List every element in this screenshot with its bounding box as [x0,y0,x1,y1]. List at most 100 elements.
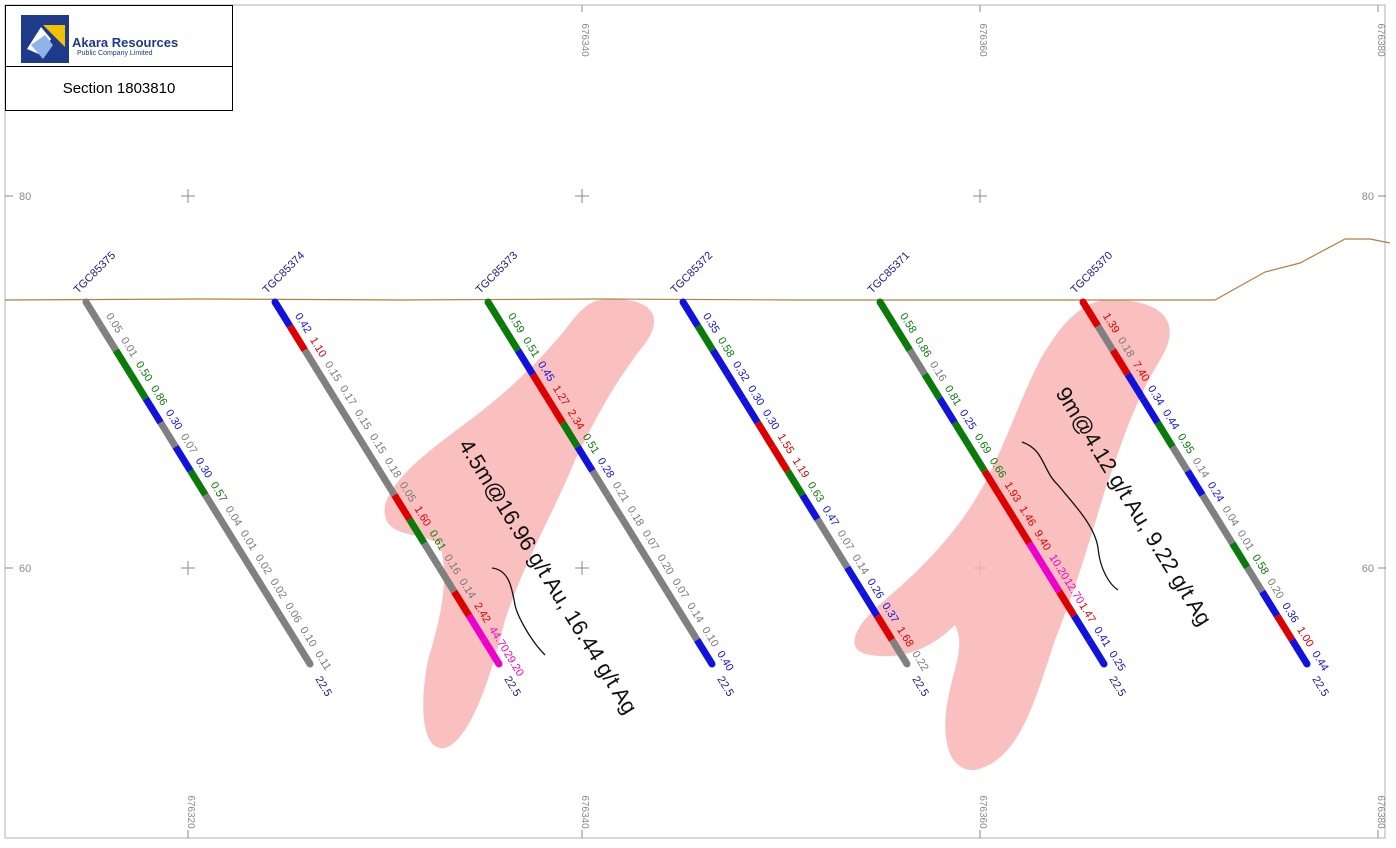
assay-value: 0.25 [1106,649,1127,674]
topography-layer [4,238,1391,301]
hole-end-marker [495,660,503,668]
hole-name: TGC85372 [669,250,716,297]
hole-segment [784,469,806,497]
hole-segment [481,638,502,666]
hole-name: TGC85371 [866,250,913,297]
hole-segment [799,493,821,522]
company-name: Akara Resources [72,35,179,50]
hole-segment [906,348,928,377]
hole-end-marker [1100,660,1108,668]
hole-segment [966,444,988,473]
hole-segment [346,420,368,449]
hole-depth-label: 22.5 [909,674,930,699]
hole-end-marker [708,660,716,668]
hole-segment [1124,372,1146,401]
hole-segment [891,324,913,353]
x-label-bottom: 676320 [185,795,196,829]
hole-segment [769,444,791,473]
hole-segment [679,613,701,642]
hole-segment [514,348,536,377]
hole-segment [376,469,398,497]
intercept-brace-left [491,567,546,656]
hole-name: TGC85373 [474,250,521,297]
hole-segment [485,300,506,328]
hole-segment [1229,541,1251,570]
hole-segment [544,396,566,425]
collar-marker [271,298,279,306]
hole-depth-label: 22.5 [312,674,333,699]
hole-segment [574,444,596,473]
hole-segment [97,324,119,353]
collar-marker [876,298,884,306]
hole-segment [814,517,836,546]
hole-segment [559,420,581,449]
hole-end-marker [306,660,314,668]
hole-segment [83,300,104,328]
x-label-bottom: 676360 [977,795,988,829]
hole-segment [286,324,308,353]
hole-segment [127,372,149,401]
hole-segment [436,565,458,594]
hole-segment [499,324,521,353]
hole-segment [1056,589,1078,618]
hole-segment [172,444,194,473]
assay-value: 29.20 [501,649,526,679]
hole-segment [874,613,896,642]
hole-segment [1199,493,1221,522]
hole-segment [996,493,1018,522]
hole-segment [292,638,313,666]
hole-segment [529,372,551,401]
hole-segment [1214,517,1236,546]
hole-segment [921,372,943,401]
x-label-top: 676380 [1375,23,1386,57]
x-label-bottom: 676340 [579,795,590,829]
hole-segment [604,493,626,522]
plot-border [4,4,1386,839]
zone-left [384,299,655,749]
hole-segment [1154,420,1176,449]
x-label-top: 676340 [579,23,590,57]
collar-marker [679,298,687,306]
hole-segment [877,300,898,328]
hole-segment [829,541,851,570]
y-label-right: 60 [1362,563,1374,575]
hole-name: TGC85375 [72,250,119,297]
hole-segment [1080,300,1101,328]
hole-segment [466,613,488,642]
hole-segment [859,589,881,618]
hole-depth-label: 22.5 [1106,674,1127,699]
hole-segment [694,324,716,353]
hole-segment [272,300,293,328]
hole-segment [1109,348,1131,377]
mineralised-zones [384,299,1170,771]
hole-segment [1026,541,1048,570]
hole-segment [112,348,134,377]
logo-panel: Akara Resources Public Company Limited [5,5,233,67]
intercept-brace-right [1021,441,1119,591]
collar-marker [1079,298,1087,306]
hole-segment [1259,589,1281,618]
hole-segment [391,493,413,522]
assay-value: 0.11 [312,649,333,673]
hole-segment [951,420,973,449]
assay-value: 0.44 [1309,649,1330,674]
hole-name: TGC85374 [261,250,308,297]
hole-segment [1071,613,1093,642]
hole-segment [187,469,209,497]
assay-value: 0.40 [714,649,735,674]
hole-segment [262,589,284,618]
hole-segment [406,517,428,546]
hole-depth-label: 22.5 [501,674,522,699]
hole-segment [1011,517,1033,546]
hole-segment [709,348,731,377]
collar-marker [82,298,90,306]
collar-marker [484,298,492,306]
hole-name: TGC85370 [1069,250,1116,297]
topography-line [4,238,1391,301]
hole-segment [680,300,701,328]
hole-segment [619,517,641,546]
x-label-bottom: 676380 [1375,795,1386,829]
drill-holes: 0.050.010.500.860.300.070.300.570.040.01… [72,250,1331,699]
hole-segment [1274,613,1296,642]
